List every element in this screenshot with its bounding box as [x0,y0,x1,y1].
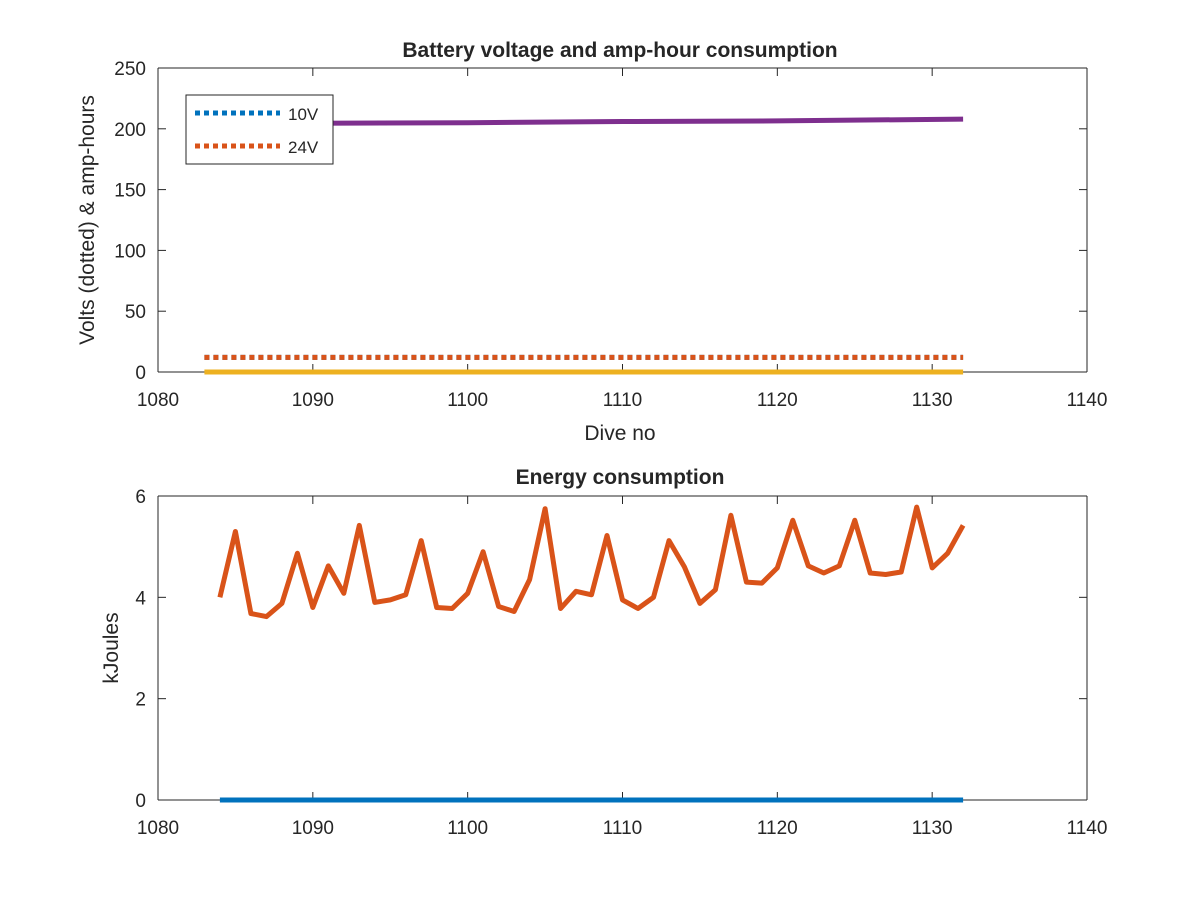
x-tick-label: 1100 [447,390,488,411]
battery-x-axis-label: Dive no [584,422,655,445]
legend-label-24v: 24V [288,138,319,157]
x-tick-label: 1140 [1067,390,1108,411]
energy-chart: Energy consumption 1080 1090 1100 1110 1120 1… [100,466,1107,839]
energy-y-axis-label: kJoules [100,612,123,683]
series-line-orange [217,504,966,620]
y-tick-label: 150 [114,181,146,202]
battery-series [204,116,964,375]
legend-box [185,94,334,165]
legend-label-10v: 10V [288,105,319,124]
energy-series [217,504,966,803]
x-tick-label: 1110 [603,390,642,411]
y-tick-label: 250 [114,59,146,80]
y-tick-label: 4 [135,588,146,609]
y-tick-label: 6 [135,487,146,508]
y-tick-label: 0 [135,363,146,384]
x-tick-label: 1130 [912,390,953,411]
battery-chart: Battery voltage and amp-hour consumption… [76,39,1107,445]
y-tick-label: 50 [125,302,146,323]
y-tick-label: 2 [135,690,146,711]
y-tick-label: 100 [114,241,146,262]
x-tick-label: 1130 [912,818,953,839]
y-tick-label: 0 [135,791,146,812]
x-tick-label: 1090 [292,818,334,839]
x-tick-label: 1090 [292,390,334,411]
x-tick-label: 1120 [757,390,798,411]
x-tick-label: 1080 [137,818,179,839]
battery-ticks: 1080 1090 1100 1110 1120 1130 1140 0 50 100 150 200… [114,59,1107,411]
x-tick-label: 1080 [137,390,179,411]
legend: 10V 24V [185,94,334,165]
x-tick-label: 1110 [603,818,642,839]
x-tick-label: 1140 [1067,818,1108,839]
energy-chart-title: Energy consumption [516,466,725,489]
battery-y-axis-label: Volts (dotted) & amp-hours [76,95,99,345]
x-tick-label: 1120 [757,818,798,839]
battery-chart-title: Battery voltage and amp-hour consumption [402,39,837,62]
x-tick-label: 1100 [447,818,488,839]
energy-ticks: 1080 1090 1100 1110 1120 1130 1140 0 2 4 6 [135,487,1107,839]
y-tick-label: 200 [114,120,146,141]
